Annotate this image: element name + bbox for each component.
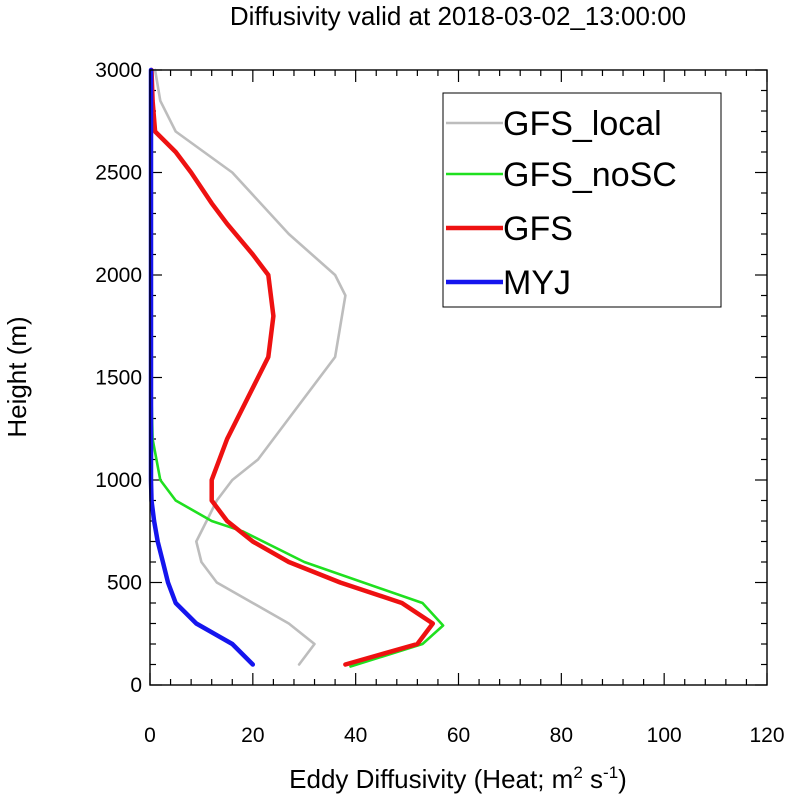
series-line-myj: [148, 67, 256, 667]
legend-label-gfs-nosc: GFS_noSC: [503, 156, 677, 194]
x-tick-label: 40: [344, 724, 367, 747]
y-tick-label: 3000: [95, 59, 142, 82]
x-tick-label: 20: [241, 724, 264, 747]
y-tick-label: 0: [130, 674, 142, 697]
plot-frame: [149, 69, 768, 686]
x-axis-title-mid: s: [583, 764, 603, 794]
legend-box: [442, 92, 722, 308]
legend: GFS_local GFS_noSC GFS MYJ: [442, 92, 722, 308]
y-tick-label: 1000: [95, 469, 142, 492]
series-line-gfs-nosc: [149, 68, 445, 668]
x-axis-title: Eddy Diffusivity (Heat; m2 s-1): [289, 763, 627, 794]
x-axis-title-sup1: 2: [573, 763, 582, 782]
y-axis-title: Height (m): [2, 316, 32, 437]
legend-label-myj: MYJ: [503, 264, 571, 302]
y-tick-label: 500: [107, 572, 142, 595]
series-layer: [148, 67, 445, 668]
x-axis-title-sup2: -1: [603, 763, 618, 782]
y-tick-label: 2000: [95, 264, 142, 287]
x-tick-label: 100: [647, 724, 682, 747]
x-tick-label: 120: [749, 724, 784, 747]
series-line-gfs-local: [153, 68, 347, 666]
x-axis-title-end: ): [618, 764, 627, 794]
y-tick-label: 1500: [95, 367, 142, 390]
x-tick-label: 80: [550, 724, 573, 747]
series-line-gfs: [149, 67, 436, 667]
y-tick-label: 2500: [95, 162, 142, 185]
x-tick-label: 0: [144, 724, 156, 747]
chart-title: Diffusivity valid at 2018-03-02_13:00:00: [230, 1, 686, 31]
x-axis-title-main: Eddy Diffusivity (Heat; m: [289, 764, 573, 794]
tick-labels: 0 20 40 60 80 100 120 0 500 1000 1500 2000 2500 3000: [95, 59, 784, 747]
legend-label-gfs-local: GFS_local: [503, 105, 662, 143]
legend-label-gfs: GFS: [503, 210, 573, 248]
x-tick-label: 60: [447, 724, 470, 747]
